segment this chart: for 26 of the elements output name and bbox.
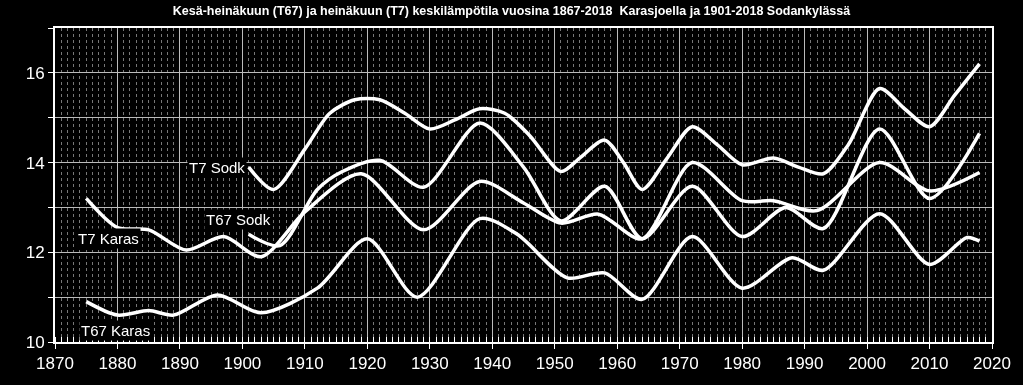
- x-tick-label: 1900: [223, 354, 262, 374]
- x-tick-label: 1920: [348, 354, 387, 374]
- chart-title: Kesä-heinäkuun (T67) ja heinäkuun (T7) keskilämpötila vuosina 1867-2018 Karasjoella ja 1901-2018 Sodankylässä: [172, 3, 851, 18]
- x-tick-label: 1970: [660, 354, 699, 374]
- y-tick-label: 14: [25, 153, 45, 173]
- x-tick-label: 1890: [161, 354, 199, 374]
- y-tick-label: 16: [25, 63, 45, 83]
- x-tick-label: 1960: [598, 354, 637, 374]
- x-tick-label: 1930: [410, 354, 449, 374]
- y-tick-label: 10: [25, 332, 45, 352]
- x-tick-label: 2010: [910, 354, 949, 374]
- x-tick-label: 1880: [98, 354, 137, 374]
- x-tick-label: 1950: [535, 354, 574, 374]
- series-label: T67 Karas: [81, 322, 151, 339]
- x-tick-label: 1980: [723, 354, 762, 374]
- y-tick-label: 12: [25, 243, 45, 263]
- line-series: [246, 62, 982, 192]
- x-tick-label: 1910: [285, 354, 324, 374]
- x-tick-label: 1990: [785, 354, 824, 374]
- series-label: T7 Sodk: [189, 159, 246, 176]
- x-tick-label: 1870: [36, 354, 74, 374]
- x-tick-label: 2000: [848, 354, 886, 374]
- x-tick-label: 2020: [973, 354, 1011, 374]
- series-label: T67 Sodk: [206, 211, 271, 228]
- series-label: T7 Karas: [78, 230, 139, 247]
- x-tick-label: 1940: [473, 354, 512, 374]
